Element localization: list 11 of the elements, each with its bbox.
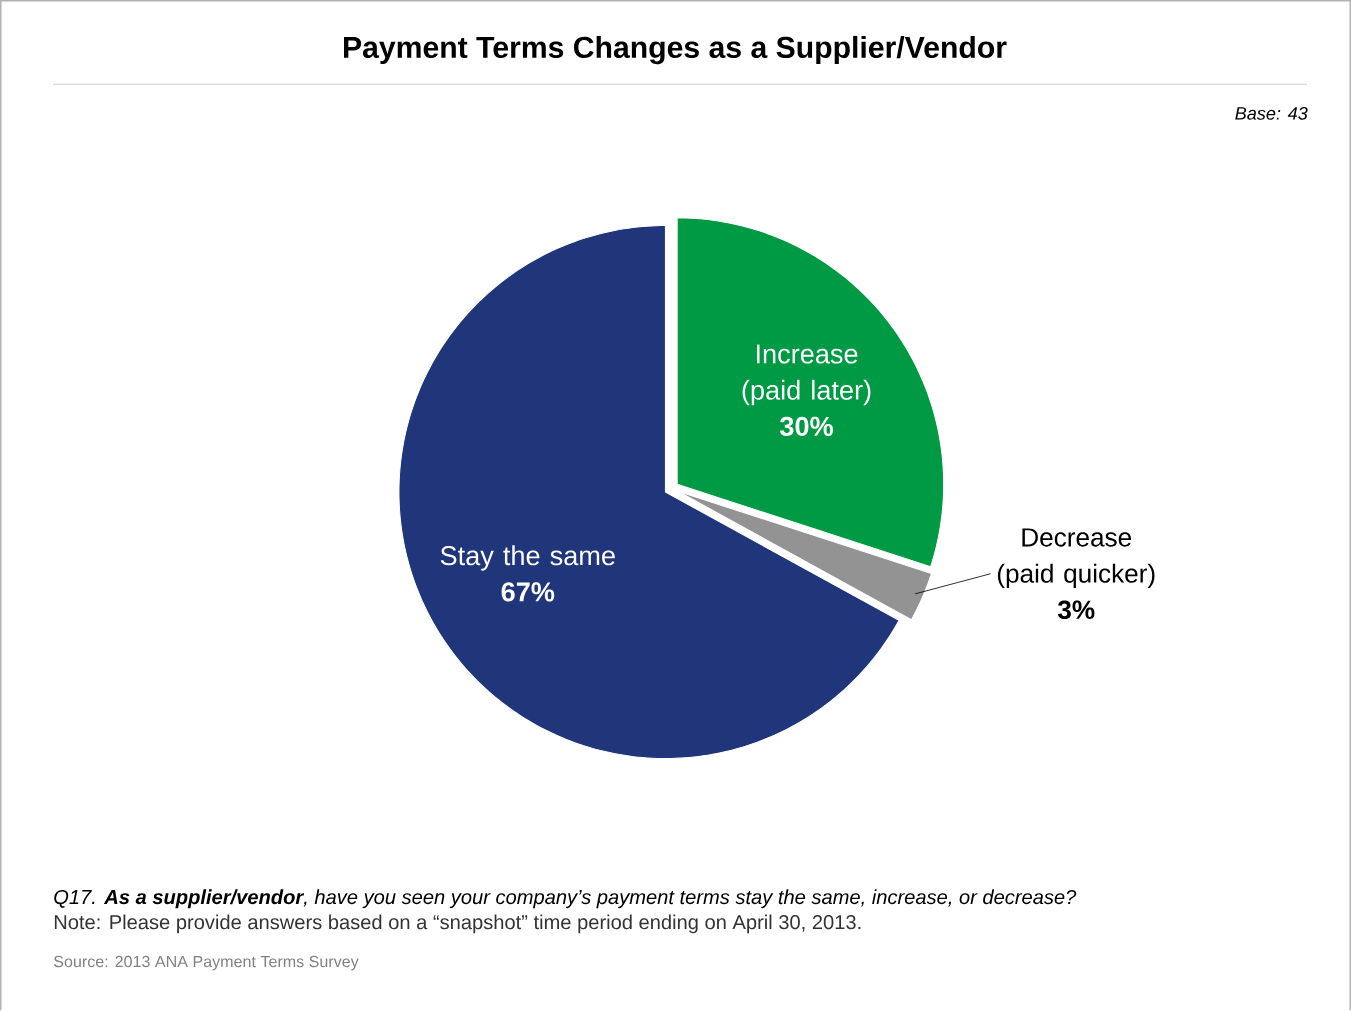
chart-title: Payment Terms Changes as a Supplier/Vendor <box>344 35 1007 65</box>
slice-label: Decrease (paid quicker) <box>997 528 1155 588</box>
source-note: Source: 2013 ANA Payment Terms Survey <box>53 955 359 971</box>
slice-label: Increase (paid later) <box>742 344 871 406</box>
data-label: 67% <box>501 582 555 602</box>
data-label: 30% <box>780 416 833 436</box>
slice-label: Stay the same <box>440 545 615 571</box>
text: Base: 43 <box>1235 106 1308 120</box>
data-label: 3% <box>1057 600 1095 620</box>
text: Note: Please provide answers based on a “snapshot” time period ending on April 30, 2013. <box>54 914 861 934</box>
text: Q17. As a supplier/vendor, have you seen your company’s payment terms stay the same, increase, or decrease? <box>54 889 1077 909</box>
